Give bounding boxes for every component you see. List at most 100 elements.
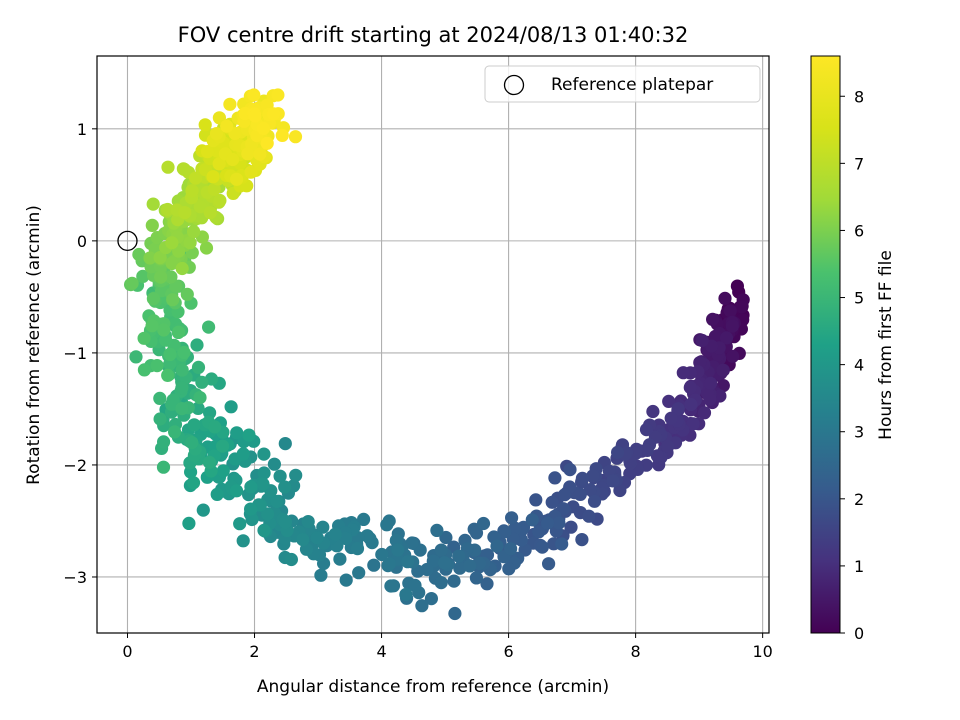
scatter-point xyxy=(498,525,512,539)
scatter-point xyxy=(199,241,214,255)
scatter-point xyxy=(193,200,207,214)
scatter-point xyxy=(646,404,660,419)
scatter-point xyxy=(352,566,366,580)
scatter-point xyxy=(244,502,258,516)
scatter-point xyxy=(350,542,365,556)
scatter-point xyxy=(706,312,720,326)
colorbar-tick-label: 2 xyxy=(854,490,864,509)
scatter-point xyxy=(697,406,712,420)
scatter-point xyxy=(575,471,590,485)
y-tick-label: −1 xyxy=(63,344,87,363)
scatter-point xyxy=(129,350,143,364)
scatter-point xyxy=(270,494,284,509)
scatter-point xyxy=(676,366,690,380)
scatter-point xyxy=(434,576,448,590)
scatter-point xyxy=(157,435,171,449)
scatter-point xyxy=(556,502,570,516)
colorbar-tick-label: 7 xyxy=(854,154,864,173)
scatter-point xyxy=(447,574,461,588)
plot-frame xyxy=(96,55,770,634)
scatter-point xyxy=(480,577,494,591)
scatter-point xyxy=(190,338,204,352)
scatter-point xyxy=(328,527,342,541)
scatter-point xyxy=(229,484,244,498)
scatter-point xyxy=(434,543,448,557)
scatter-point xyxy=(661,439,675,453)
scatter-point xyxy=(288,130,303,144)
scatter-point xyxy=(273,469,287,483)
scatter-point xyxy=(716,363,730,377)
scatter-point xyxy=(175,402,189,416)
x-tick-label: 6 xyxy=(503,642,513,661)
colorbar-tick-label: 5 xyxy=(854,289,864,308)
scatter-point xyxy=(582,509,596,523)
colorbar-tick-label: 6 xyxy=(854,221,864,240)
scatter-point xyxy=(704,376,718,390)
y-tick-label: 1 xyxy=(77,120,87,139)
scatter-point xyxy=(163,357,177,371)
scatter-point xyxy=(424,592,438,606)
scatter-point xyxy=(469,571,483,585)
scatter-point xyxy=(165,236,179,250)
scatter-point xyxy=(399,587,413,602)
scatter-point xyxy=(316,520,330,534)
reference-point xyxy=(117,230,138,252)
scatter-point xyxy=(726,349,740,363)
colorbar-tick-label: 3 xyxy=(854,423,864,442)
scatter-point xyxy=(241,147,255,161)
scatter-point xyxy=(206,170,220,184)
scatter-point xyxy=(725,319,740,333)
scatter-point xyxy=(453,561,467,575)
scatter-point xyxy=(230,426,244,440)
scatter-point xyxy=(166,393,180,407)
scatter-point xyxy=(380,518,394,532)
scatter-point xyxy=(532,525,546,539)
x-tick-label: 0 xyxy=(122,642,132,661)
scatter-point xyxy=(525,513,539,527)
scatter-point xyxy=(529,493,543,507)
scatter-point xyxy=(463,559,477,573)
scatter-point xyxy=(198,118,212,132)
scatter-point xyxy=(260,136,274,150)
colorbar-tick-label: 0 xyxy=(854,624,864,643)
scatter-point xyxy=(224,400,238,414)
scatter-point xyxy=(202,320,216,334)
scatter-point xyxy=(548,471,562,485)
scatter-point xyxy=(137,363,151,377)
scatter-point xyxy=(216,464,230,478)
scatter-point xyxy=(187,225,201,239)
scatter-point xyxy=(606,474,620,488)
scatter-point xyxy=(161,202,175,217)
scatter-point xyxy=(439,530,453,545)
scatter-point xyxy=(165,256,179,270)
scatter-point xyxy=(226,152,240,167)
colorbar-tick-label: 4 xyxy=(854,356,864,375)
scatter-point xyxy=(508,521,522,535)
scatter-point xyxy=(172,325,186,339)
scatter-point xyxy=(125,276,139,290)
scatter-point xyxy=(545,495,559,509)
scatter-point xyxy=(161,368,175,382)
scatter-point xyxy=(244,165,258,179)
scatter-point xyxy=(175,261,189,276)
scatter-point xyxy=(159,333,173,347)
scatter-point xyxy=(384,579,398,593)
colorbar-label: Hours from first FF file xyxy=(876,250,896,440)
scatter-point xyxy=(233,517,247,531)
scatter-point xyxy=(213,193,227,208)
scatter-point xyxy=(208,420,222,434)
scatter-point xyxy=(153,251,167,265)
scatter-point xyxy=(504,542,518,556)
scatter-point xyxy=(207,182,221,196)
scatter-point xyxy=(391,543,405,557)
scatter-point xyxy=(662,394,676,408)
scatter-point xyxy=(640,443,654,457)
scatter-point xyxy=(267,457,281,471)
scatter-point xyxy=(719,331,734,345)
scatter-point xyxy=(183,236,197,250)
scatter-point xyxy=(296,533,310,547)
scatter-point xyxy=(253,147,267,161)
scatter-point xyxy=(186,476,201,490)
reference-marker xyxy=(117,230,138,252)
